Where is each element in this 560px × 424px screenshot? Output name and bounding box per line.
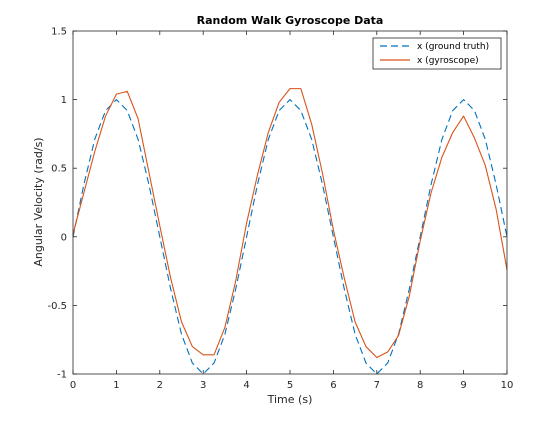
legend-label-ground-truth: x (ground truth) (417, 42, 489, 52)
y-tick-label: -0.5 (47, 301, 67, 312)
y-axis-label: Angular Velocity (rad/s) (32, 137, 45, 266)
legend-box (372, 37, 502, 70)
x-axis-ticks: 0 1 2 3 4 5 6 7 8 9 10 (70, 31, 514, 391)
y-axis-ticks: -1 -0.5 0 0.5 1 1.5 (47, 27, 507, 381)
y-tick-label: 0.5 (51, 164, 67, 175)
y-tick-label: 1 (61, 95, 67, 106)
x-tick-label: 1 (113, 380, 119, 391)
x-axis-label: Time (s) (267, 393, 313, 406)
legend: x (ground truth) x (gyroscope) (372, 37, 502, 70)
x-tick-label: 5 (287, 380, 293, 391)
x-tick-label: 2 (157, 380, 163, 391)
x-tick-label: 6 (330, 380, 336, 391)
x-tick-label: 0 (70, 380, 76, 391)
x-tick-label: 8 (417, 380, 423, 391)
series-line-ground-truth (72, 99, 508, 375)
x-tick-label: 4 (243, 380, 249, 391)
x-tick-label: 7 (374, 380, 380, 391)
y-tick-label: 0 (61, 232, 67, 243)
legend-label-gyroscope: x (gyroscope) (417, 56, 479, 66)
x-tick-label: 3 (200, 380, 206, 391)
x-tick-label: 10 (501, 380, 514, 391)
series-layer (72, 88, 508, 375)
x-tick-label: 9 (460, 380, 466, 391)
plot-area (73, 31, 507, 374)
chart-title: Random Walk Gyroscope Data (197, 14, 384, 27)
y-tick-label: 1.5 (51, 27, 67, 38)
y-tick-label: -1 (57, 370, 67, 381)
series-line-gyroscope (72, 88, 508, 359)
